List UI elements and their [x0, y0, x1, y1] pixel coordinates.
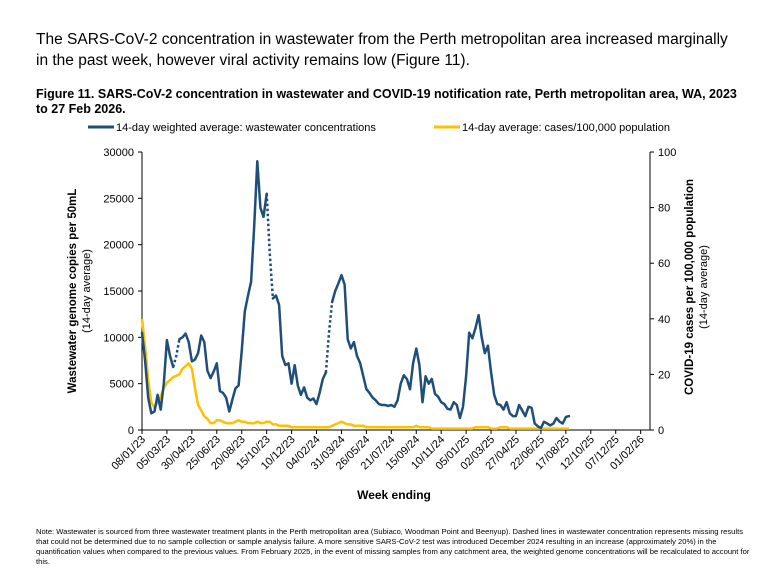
y-tick-left-label: 0 [128, 425, 134, 437]
legend: 14-day weighted average: wastewater conc… [88, 122, 670, 134]
series-line-wastewater [271, 294, 328, 406]
x-axis-label: Week ending [357, 488, 431, 502]
series-line-wastewater [330, 273, 571, 430]
series-line-wastewater [178, 160, 268, 413]
y-tick-left-label: 30000 [103, 147, 134, 159]
y-tick-left-label: 15000 [103, 286, 134, 298]
y-tick-left-label: 10000 [103, 332, 134, 344]
series-line-wastewater-missing [171, 338, 181, 368]
y-tick-right-label: 20 [658, 369, 670, 381]
y-tick-left-label: 20000 [103, 240, 134, 252]
series-line-wastewater-missing [324, 301, 334, 373]
y-axis-left-sublabel: (14-day average) [81, 249, 93, 333]
series-cases [140, 318, 569, 430]
intro-text: The SARS-CoV-2 concentration in wastewat… [36, 31, 728, 69]
series-line-wastewater-missing [265, 193, 275, 299]
y-tick-left-label: 5000 [110, 379, 134, 391]
y-ticks-left: 0 5000 10000 15000 20000 25000 30000 [103, 147, 142, 437]
y-axis-right-sublabel: (14-day average) [698, 245, 710, 329]
legend-label-wastewater: 14-day weighted average: wastewater conc… [116, 122, 376, 134]
series-line-cases [140, 318, 569, 430]
y-tick-right-label: 0 [658, 425, 664, 437]
footnote: Note: Wastewater is sourced from three w… [36, 527, 750, 566]
y-tick-right-label: 80 [658, 203, 670, 215]
y-tick-right-label: 100 [658, 147, 676, 159]
y-tick-left-label: 25000 [103, 193, 134, 205]
chart-title: Figure 11. SARS-CoV-2 concentration in w… [36, 87, 737, 116]
legend-label-cases: 14-day average: cases/100,000 population [462, 122, 670, 134]
y-axis-right-label: COVID-19 cases per 100,000 population [684, 179, 696, 395]
y-tick-right-label: 40 [658, 314, 670, 326]
series-line-wastewater [140, 331, 175, 415]
series-wastewater [140, 160, 571, 430]
y-tick-right-label: 60 [658, 258, 670, 270]
y-ticks-right: 0 20 40 60 80 100 [650, 147, 676, 437]
x-ticks: 08/01/2305/03/2330/04/2325/06/2320/08/23… [109, 430, 647, 472]
chart: 14-day weighted average: wastewater conc… [67, 122, 710, 502]
y-axis-left-label: Wastewater genome copies per 50mL [67, 189, 79, 394]
